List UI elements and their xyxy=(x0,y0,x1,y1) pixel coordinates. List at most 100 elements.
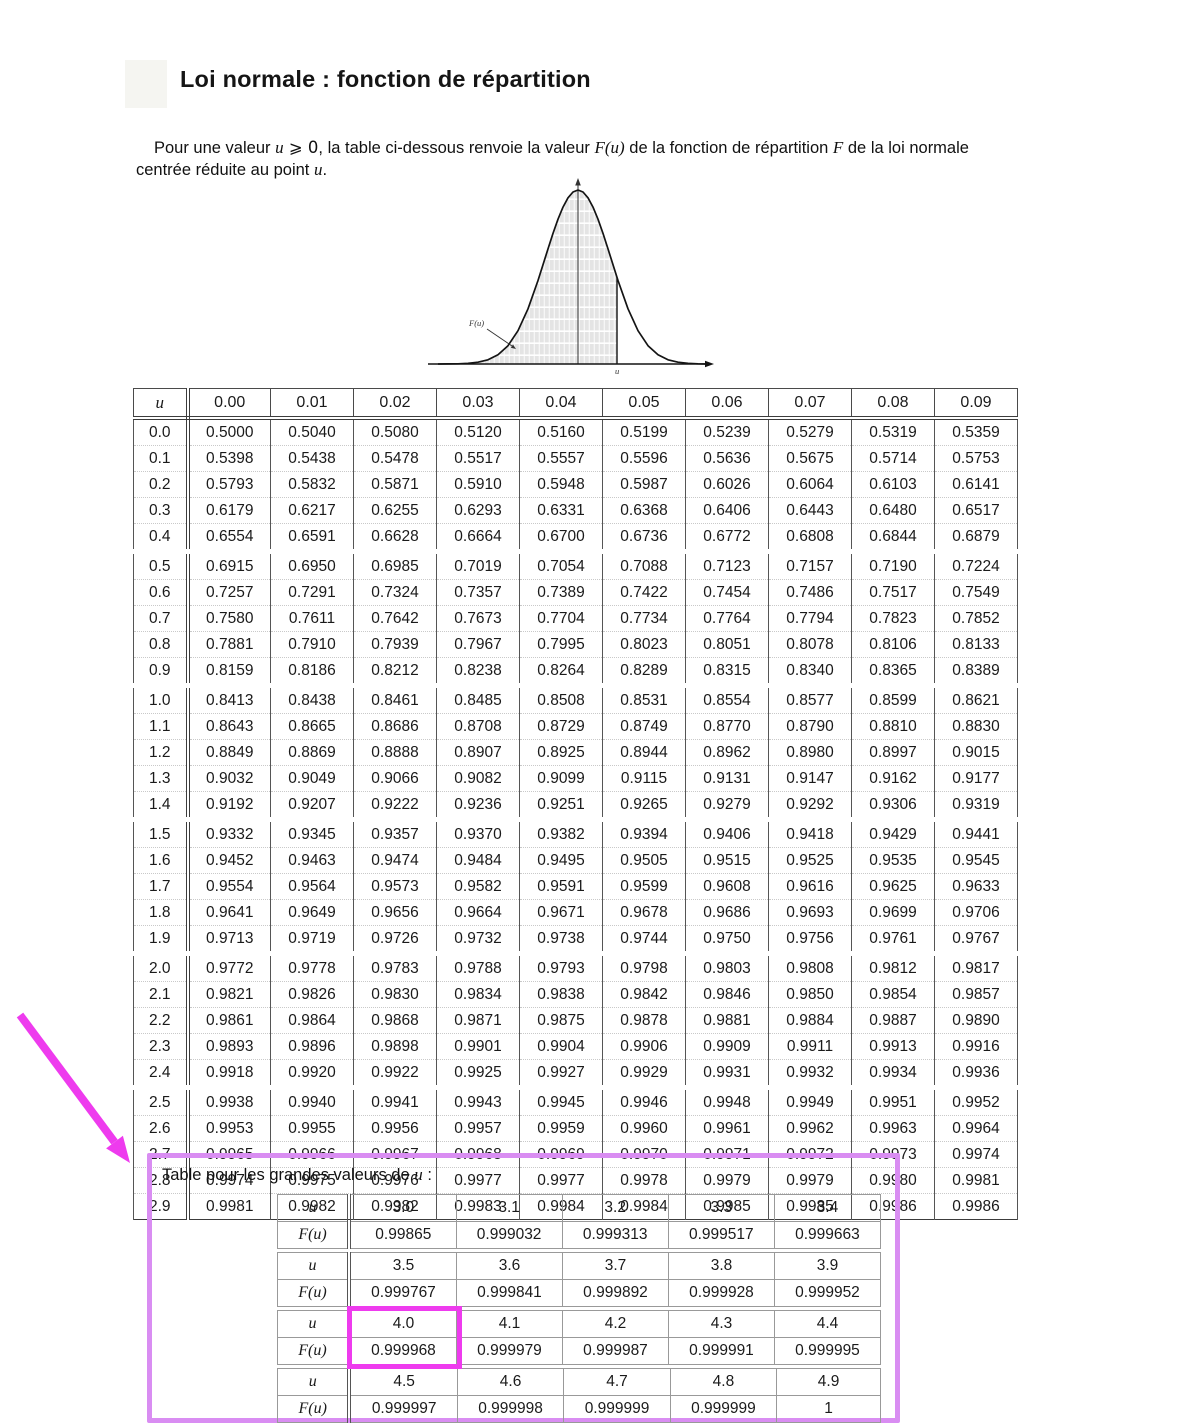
cdf-value-cell: 0.6844 xyxy=(851,523,935,552)
cdf-value-cell: 0.7704 xyxy=(519,605,603,632)
f-value-cell: 0.999767 xyxy=(348,1279,457,1307)
cdf-value-cell: 0.9961 xyxy=(685,1115,769,1142)
u-value-cell: 4.8 xyxy=(669,1368,778,1396)
row-header-u: 2.9 xyxy=(133,1193,190,1220)
mini-f-row: F(u) 0.999968 0.999979 0.999987 0.999991 0.99… xyxy=(276,1337,882,1365)
cdf-value-cell: 0.7549 xyxy=(934,579,1018,606)
cdf-value-cell: 0.7794 xyxy=(768,605,852,632)
cdf-value-cell: 0.6736 xyxy=(602,523,686,552)
cdf-value-cell: 0.9868 xyxy=(353,1007,437,1034)
cdf-value-cell: 0.9207 xyxy=(270,791,354,820)
cdf-value-cell: 0.9960 xyxy=(602,1115,686,1142)
u-axis-label: u xyxy=(615,366,619,376)
area-callout-arrowhead xyxy=(510,344,516,349)
col-header: 0.04 xyxy=(519,388,603,420)
mini-u-label: u xyxy=(276,1252,351,1280)
cdf-value-cell: 0.8289 xyxy=(602,657,686,686)
cdf-value-cell: 0.5557 xyxy=(519,445,603,472)
cdf-value-cell: 0.8643 xyxy=(187,713,271,740)
cdf-value-cell: 0.9429 xyxy=(851,817,935,848)
cdf-value-cell: 0.9838 xyxy=(519,981,603,1008)
cdf-value-cell: 0.9783 xyxy=(353,951,437,982)
cdf-value-cell: 0.9441 xyxy=(934,817,1018,848)
cdf-value-cell: 0.9015 xyxy=(934,739,1018,766)
cdf-value-cell: 0.5714 xyxy=(851,445,935,472)
cdf-value-cell: 0.9830 xyxy=(353,981,437,1008)
f-value-cell: 0.999998 xyxy=(456,1395,565,1423)
row-header-u: 2.6 xyxy=(133,1115,190,1142)
cdf-value-cell: 0.5596 xyxy=(602,445,686,472)
cdf-value-cell: 0.8686 xyxy=(353,713,437,740)
cdf-value-cell: 0.7642 xyxy=(353,605,437,632)
cdf-value-cell: 0.9861 xyxy=(187,1007,271,1034)
f-value-cell: 0.999995 xyxy=(773,1337,882,1365)
mini-f-label: F(u) xyxy=(276,1337,351,1365)
u-value-cell: 3.4 xyxy=(773,1194,882,1222)
cdf-value-cell: 0.9893 xyxy=(187,1033,271,1060)
cdf-value-cell: 0.5279 xyxy=(768,417,852,446)
cdf-value-cell: 0.9887 xyxy=(851,1007,935,1034)
row-header-u: 1.7 xyxy=(133,873,190,900)
row-header-u: 0.9 xyxy=(133,657,190,686)
cdf-value-cell: 0.9686 xyxy=(685,899,769,926)
cdf-value-cell: 0.9756 xyxy=(768,925,852,954)
cdf-value-cell: 0.9977 xyxy=(519,1167,603,1194)
cdf-value-cell: 0.9901 xyxy=(436,1033,520,1060)
cdf-value-cell: 0.8962 xyxy=(685,739,769,766)
table-row: 2.1 0.9821 0.9826 0.9830 0.9834 0.9838 0.9842 0… xyxy=(133,981,1018,1008)
cdf-value-cell: 0.9452 xyxy=(187,847,271,874)
cdf-value-cell: 0.7357 xyxy=(436,579,520,606)
cdf-value-cell: 0.8925 xyxy=(519,739,603,766)
cdf-value-cell: 0.8106 xyxy=(851,631,935,658)
cdf-value-cell: 0.9871 xyxy=(436,1007,520,1034)
cdf-value-cell: 0.9963 xyxy=(851,1115,935,1142)
cdf-value-cell: 0.9911 xyxy=(768,1033,852,1060)
cdf-value-cell: 0.6808 xyxy=(768,523,852,552)
cdf-value-cell: 0.9959 xyxy=(519,1115,603,1142)
cdf-value-cell: 0.9332 xyxy=(187,817,271,848)
cdf-value-cell: 0.8212 xyxy=(353,657,437,686)
large-values-table: u 3.0 3.1 3.2 3.3 3.4 F(u) 0.99865 0.999032 0.999… xyxy=(277,1194,882,1249)
cdf-value-cell: 0.8790 xyxy=(768,713,852,740)
magenta-arrow-head xyxy=(106,1135,130,1163)
cdf-value-cell: 0.9772 xyxy=(187,951,271,982)
title-decoration-box xyxy=(125,60,167,108)
cdf-value-cell: 0.5753 xyxy=(934,445,1018,472)
cdf-value-cell: 0.8577 xyxy=(768,683,852,714)
cdf-value-cell: 0.9474 xyxy=(353,847,437,874)
f-value-cell: 0.999991 xyxy=(667,1337,775,1365)
cdf-value-cell: 0.9986 xyxy=(934,1193,1018,1220)
cdf-value-cell: 0.8315 xyxy=(685,657,769,686)
cdf-value-cell: 0.9925 xyxy=(436,1059,520,1088)
normal-cdf-table: u 0.00 0.01 0.02 0.03 0.04 0.05 0.06 0.07 0.08 0.… xyxy=(133,388,1018,1220)
cdf-value-cell: 0.9032 xyxy=(187,765,271,792)
cdf-value-cell: 0.9940 xyxy=(270,1085,354,1116)
cdf-value-cell: 0.7823 xyxy=(851,605,935,632)
cdf-value-cell: 0.9463 xyxy=(270,847,354,874)
cdf-value-cell: 0.9803 xyxy=(685,951,769,982)
row-header-u: 2.8 xyxy=(133,1167,190,1194)
cdf-value-cell: 0.9066 xyxy=(353,765,437,792)
row-header-u: 1.8 xyxy=(133,899,190,926)
cdf-value-cell: 0.9980 xyxy=(851,1167,935,1194)
cdf-value-cell: 0.8830 xyxy=(934,713,1018,740)
cdf-value-cell: 0.9974 xyxy=(934,1141,1018,1168)
cdf-value-cell: 0.9394 xyxy=(602,817,686,848)
cdf-value-cell: 0.8944 xyxy=(602,739,686,766)
cdf-value-cell: 0.8849 xyxy=(187,739,271,766)
cdf-value-cell: 0.9222 xyxy=(353,791,437,820)
cdf-value-cell: 0.8810 xyxy=(851,713,935,740)
cdf-value-cell: 0.8238 xyxy=(436,657,520,686)
row-header-u: 0.0 xyxy=(133,417,190,446)
cdf-value-cell: 0.9884 xyxy=(768,1007,852,1034)
f-value-cell: 0.999841 xyxy=(455,1279,563,1307)
large-values-tables: u 3.0 3.1 3.2 3.3 3.4 F(u) 0.99865 0.999032 0.999… xyxy=(276,1194,895,1423)
u-value-cell: 3.2 xyxy=(561,1194,669,1222)
cdf-value-cell: 0.6368 xyxy=(602,497,686,524)
cdf-value-cell: 0.9564 xyxy=(270,873,354,900)
cdf-value-cell: 0.9909 xyxy=(685,1033,769,1060)
cdf-value-cell: 0.7389 xyxy=(519,579,603,606)
cdf-value-cell: 0.6026 xyxy=(685,471,769,498)
cdf-value-cell: 0.8340 xyxy=(768,657,852,686)
f-value-cell: 0.999999 xyxy=(563,1395,671,1423)
